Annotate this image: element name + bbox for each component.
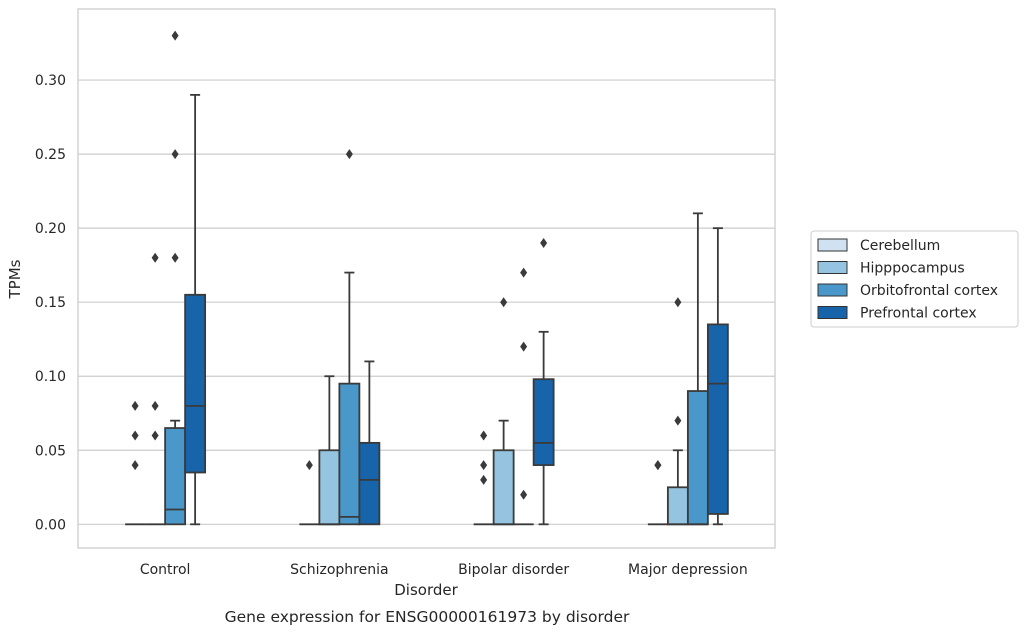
box-1-1	[318, 375, 341, 526]
chart-caption: Gene expression for ENSG00000161973 by d…	[225, 608, 630, 626]
box-body	[492, 449, 515, 526]
outlier-point	[480, 474, 488, 485]
outlier-point	[345, 149, 353, 160]
box-3-2	[532, 237, 555, 526]
outlier-point	[500, 297, 508, 308]
y-tick-label: 0.15	[35, 295, 66, 311]
box-2-1	[338, 149, 361, 526]
box-body	[532, 378, 555, 466]
y-tick-labels: 0.00 0.05 0.10 0.15 0.20 0.25 0.30	[35, 73, 66, 533]
outlier-point	[131, 400, 139, 411]
box-2-0	[164, 30, 187, 526]
x-tick-label: Major depression	[628, 562, 748, 578]
y-tick-label: 0.25	[35, 147, 66, 163]
y-tick-label: 0.20	[35, 221, 66, 237]
legend-label: Prefrontal cortex	[860, 306, 977, 322]
box-body	[706, 323, 729, 515]
outlier-point	[520, 267, 528, 278]
outlier-point	[151, 400, 159, 411]
box-3-3	[706, 227, 729, 526]
y-tick-label: 0.30	[35, 73, 66, 89]
x-tick-label: Control	[140, 562, 191, 578]
y-tick-label: 0.10	[35, 369, 66, 385]
outlier-point	[171, 30, 179, 41]
outlier-point	[131, 460, 139, 471]
legend-label: Hipppocampus	[860, 261, 965, 277]
x-axis-label: Disorder	[394, 581, 458, 599]
box-1-2	[492, 297, 515, 526]
box-body	[358, 441, 381, 526]
box-body	[338, 382, 361, 526]
box-0-3	[647, 460, 668, 526]
box-3-1	[358, 360, 381, 526]
box-marks	[125, 30, 729, 526]
outlier-point	[151, 430, 159, 441]
outlier-point	[674, 297, 682, 308]
y-tick-label: 0.05	[35, 443, 66, 459]
legend-swatch	[817, 283, 848, 297]
box-1-0	[145, 252, 166, 526]
box-1-3	[666, 297, 689, 526]
outlier-point	[520, 489, 528, 500]
legend-frame	[810, 230, 1019, 328]
x-tick-label: Bipolar disorder	[458, 562, 569, 578]
outlier-point	[305, 460, 313, 471]
outlier-point	[540, 237, 548, 248]
box-body	[164, 427, 187, 526]
box-body	[666, 486, 689, 526]
box-body	[318, 449, 341, 526]
outlier-point	[520, 341, 528, 352]
legend-swatch	[817, 261, 848, 274]
box-0-1	[299, 460, 320, 526]
box-0-0	[125, 400, 146, 526]
outlier-point	[674, 415, 682, 426]
legend-swatch	[817, 238, 848, 252]
box-2-3	[686, 212, 709, 526]
legend-label: Cerebellum	[860, 238, 940, 254]
legend-swatch	[817, 306, 848, 319]
outlier-point	[151, 252, 159, 263]
legend: Cerebellum Hipppocampus Orbitofrontal cort…	[810, 230, 1019, 328]
y-axis-label: TPMs	[6, 259, 24, 299]
outlier-point	[171, 149, 179, 160]
box-0-2	[473, 430, 494, 526]
box-3-0	[184, 93, 207, 526]
x-tick-labels: Control Schizophrenia Bipolar disorder Majo…	[140, 562, 748, 578]
outlier-point	[654, 460, 662, 471]
outlier-point	[480, 460, 488, 471]
box-body	[686, 390, 709, 526]
box-body	[184, 293, 207, 474]
box-2-2	[513, 267, 534, 526]
outlier-point	[131, 430, 139, 441]
x-tick-label: Schizophrenia	[290, 562, 388, 578]
outlier-point	[171, 252, 179, 263]
outlier-point	[480, 430, 488, 441]
plot-frame	[77, 8, 776, 549]
y-tick-label: 0.00	[35, 517, 66, 533]
legend-label: Orbitofrontal cortex	[860, 283, 998, 299]
